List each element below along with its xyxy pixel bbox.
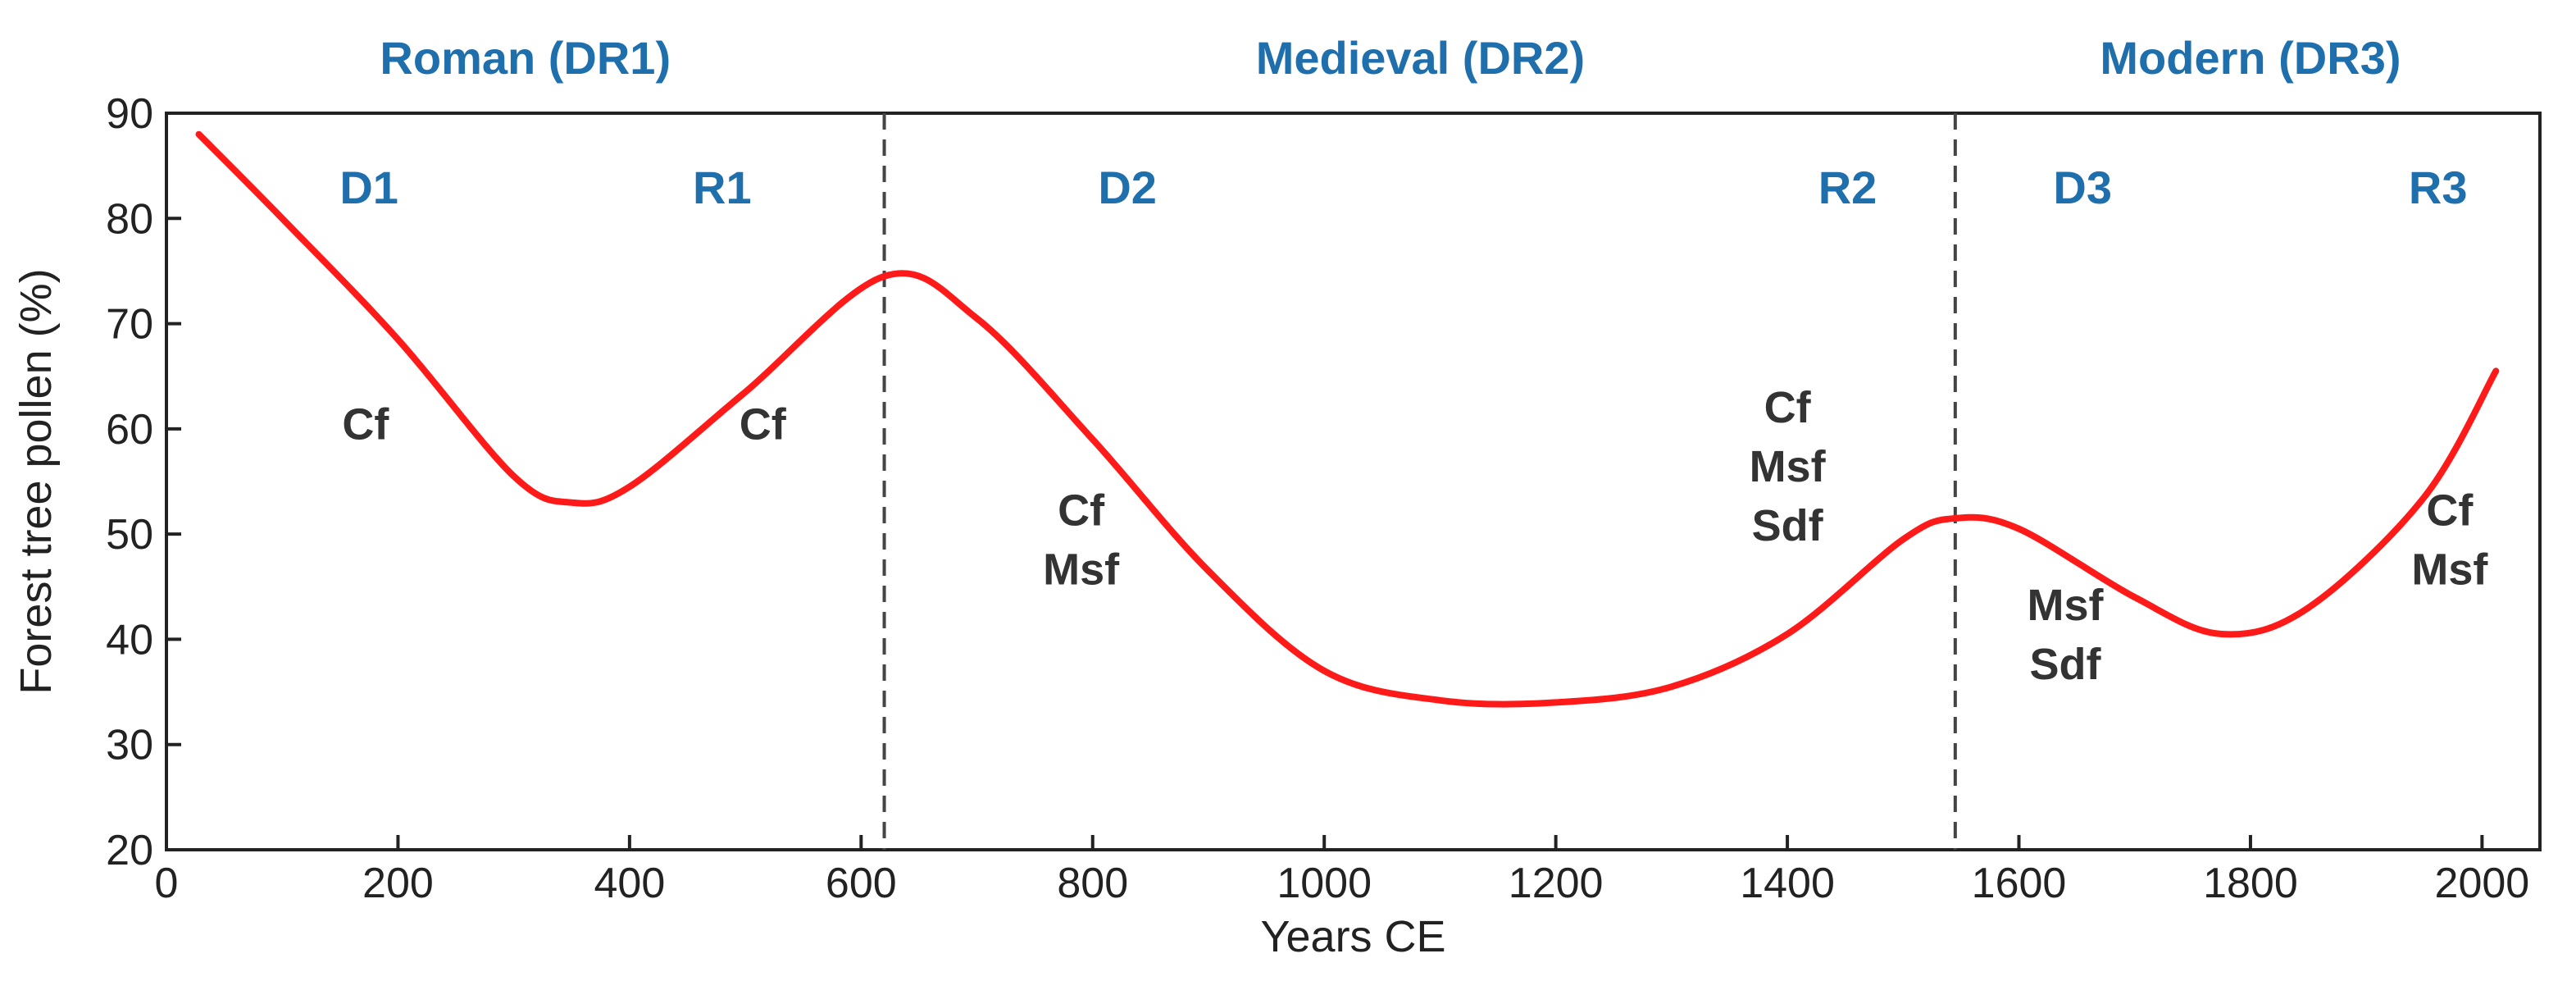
phase-label: R3: [2409, 162, 2468, 213]
vegetation-annotation: Msf: [2028, 581, 2105, 630]
x-tick-label: 1600: [1972, 860, 2067, 907]
plot-frame: [165, 112, 2542, 851]
phase-label: D2: [1098, 162, 1157, 213]
x-tick-label: 0: [155, 860, 179, 907]
vegetation-annotation: Msf: [2411, 545, 2488, 595]
vegetation-annotation: Msf: [1750, 442, 1827, 491]
y-tick-label: 80: [106, 195, 153, 243]
x-tick-label: 1000: [1277, 860, 1372, 907]
phase-label: D3: [2053, 162, 2112, 213]
y-tick-label: 60: [106, 406, 153, 454]
y-tick-label: 40: [106, 616, 153, 664]
phase-label: R2: [1818, 162, 1877, 213]
y-axis-title: Forest tree pollen (%): [11, 268, 61, 694]
x-tick-label: 200: [362, 860, 434, 907]
vegetation-annotation: Sdf: [1752, 501, 1824, 550]
y-tick-label: 20: [106, 827, 153, 874]
phase-label: D1: [339, 162, 398, 213]
vegetation-annotation: Cf: [1058, 486, 1105, 536]
period-label: Modern (DR3): [2100, 32, 2401, 84]
x-axis-title: Years CE: [1260, 912, 1445, 961]
x-tick-label: 800: [1057, 860, 1128, 907]
x-tick-label: 2000: [2435, 860, 2530, 907]
period-label: Medieval (DR2): [1256, 32, 1585, 84]
plot-area: 20 30 40 50 60 70 80 90 0 200 400 600 800 1000 1200 140…: [106, 90, 2542, 907]
x-tick-label: 1400: [1740, 860, 1835, 907]
vegetation-annotation: Cf: [342, 399, 389, 449]
y-tick-label: 90: [106, 90, 153, 138]
x-tick-label: 400: [594, 860, 665, 907]
phase-label: R1: [693, 162, 752, 213]
period-labels: Roman (DR1) Medieval (DR2) Modern (DR3): [380, 32, 2401, 84]
x-tick-label: 600: [826, 860, 897, 907]
vegetation-annotation: Cf: [1764, 383, 1812, 432]
y-tick-label: 70: [106, 301, 153, 349]
period-label: Roman (DR1): [380, 32, 671, 84]
vegetation-annotation: Cf: [2426, 486, 2474, 536]
y-tick-label: 50: [106, 511, 153, 559]
vegetation-annotation: Sdf: [2030, 640, 2102, 689]
vegetation-annotation: Msf: [1043, 545, 1120, 595]
x-tick-label: 1800: [2203, 860, 2298, 907]
vegetation-annotation: Cf: [740, 399, 787, 449]
x-tick-label: 1200: [1509, 860, 1604, 907]
forest-pollen-line: [195, 130, 2500, 708]
y-tick-label: 30: [106, 722, 153, 769]
